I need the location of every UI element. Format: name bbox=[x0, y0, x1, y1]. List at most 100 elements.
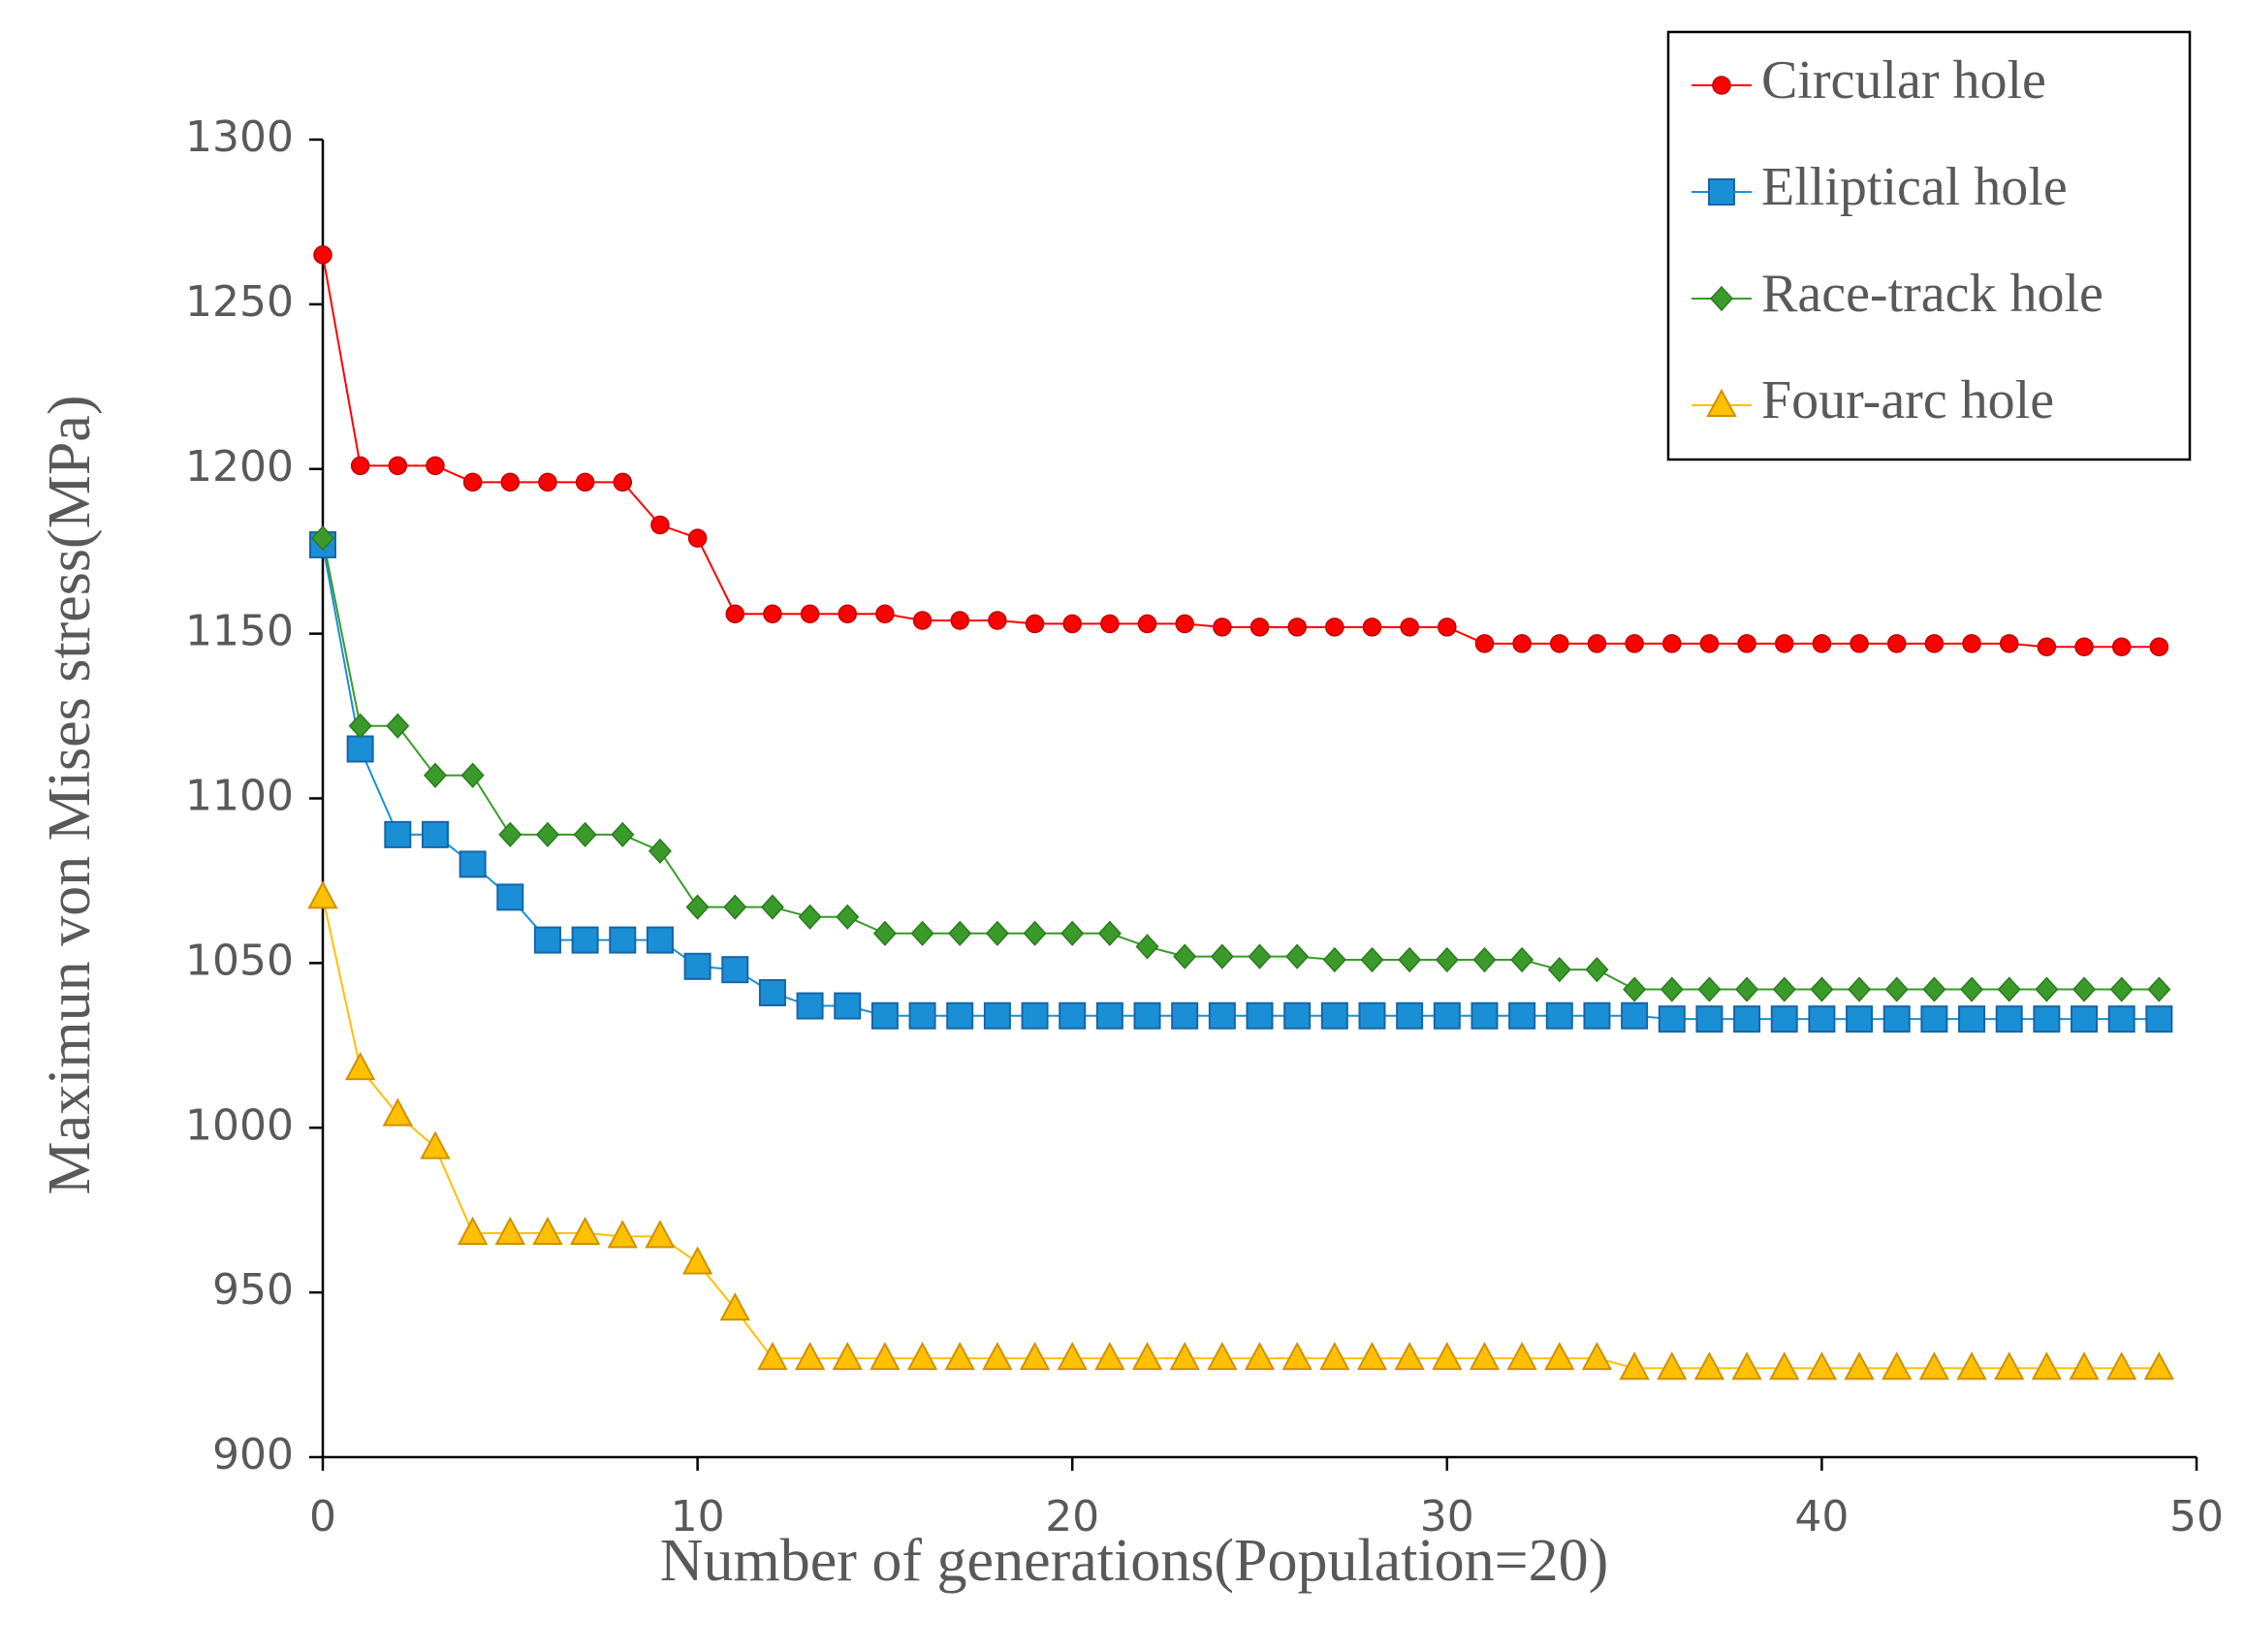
point bbox=[1772, 976, 1796, 1002]
x-tick-label: 50 bbox=[2169, 1492, 2224, 1541]
point bbox=[1358, 1001, 1386, 1030]
point bbox=[384, 820, 412, 848]
point bbox=[1962, 634, 1981, 653]
point bbox=[609, 926, 637, 954]
x-tick-label: 20 bbox=[1045, 1492, 1099, 1541]
point bbox=[1812, 634, 1832, 653]
point bbox=[1882, 1005, 1911, 1033]
point bbox=[310, 524, 335, 552]
point bbox=[1506, 1341, 1537, 1371]
point bbox=[2033, 1005, 2061, 1033]
y-tick-label: 1100 bbox=[185, 772, 294, 821]
y-tick-label: 1250 bbox=[185, 277, 294, 327]
point bbox=[985, 920, 1009, 946]
x-tick-label: 10 bbox=[671, 1492, 725, 1541]
y-tick-label: 950 bbox=[212, 1265, 294, 1315]
point bbox=[611, 821, 635, 847]
point bbox=[344, 1051, 376, 1081]
point bbox=[2035, 976, 2059, 1002]
point bbox=[1175, 614, 1194, 634]
point bbox=[1025, 614, 1045, 634]
point bbox=[1250, 618, 1270, 637]
point bbox=[1693, 1351, 1725, 1381]
point bbox=[906, 1341, 938, 1371]
point bbox=[1697, 976, 1722, 1002]
point bbox=[1995, 1005, 2023, 1033]
point bbox=[1097, 920, 1122, 946]
point bbox=[944, 1341, 975, 1371]
point bbox=[607, 1220, 638, 1249]
point bbox=[313, 245, 332, 265]
point bbox=[2069, 1351, 2100, 1381]
point bbox=[421, 820, 449, 848]
point bbox=[1095, 1001, 1123, 1030]
point bbox=[2149, 637, 2169, 656]
point bbox=[872, 920, 897, 946]
point bbox=[575, 472, 595, 492]
point bbox=[1438, 618, 1457, 637]
point bbox=[1769, 1351, 1800, 1381]
point bbox=[2071, 1005, 2099, 1033]
point bbox=[1094, 1341, 1125, 1371]
point bbox=[1810, 976, 1834, 1002]
point bbox=[1023, 920, 1047, 946]
point bbox=[1021, 1001, 1049, 1030]
point bbox=[1210, 943, 1234, 969]
point bbox=[1244, 1341, 1276, 1371]
point bbox=[1471, 1001, 1499, 1030]
point bbox=[569, 1216, 601, 1245]
point bbox=[1133, 1001, 1161, 1030]
point bbox=[1059, 1001, 1087, 1030]
point bbox=[1850, 634, 1869, 653]
point bbox=[1547, 957, 1571, 983]
point bbox=[1581, 1341, 1613, 1371]
legend-marker bbox=[1706, 388, 1737, 417]
point bbox=[348, 713, 372, 739]
point bbox=[1433, 1001, 1461, 1030]
point bbox=[1846, 1005, 1874, 1033]
point bbox=[1400, 618, 1419, 637]
point bbox=[719, 1292, 750, 1321]
point bbox=[1625, 634, 1644, 653]
point bbox=[1621, 1001, 1649, 1030]
point bbox=[423, 762, 447, 788]
y-tick-label: 1150 bbox=[185, 607, 294, 656]
point bbox=[908, 1001, 936, 1030]
point bbox=[1662, 634, 1682, 653]
point bbox=[687, 528, 708, 548]
point bbox=[2147, 976, 2171, 1002]
point bbox=[870, 1001, 899, 1030]
point bbox=[1398, 946, 1422, 973]
point bbox=[834, 992, 862, 1020]
point bbox=[1360, 946, 1384, 973]
point bbox=[532, 1216, 563, 1245]
legend-label: Four-arc hole bbox=[1761, 370, 2054, 430]
point bbox=[1356, 1341, 1388, 1371]
point bbox=[1060, 920, 1085, 946]
point bbox=[650, 515, 670, 535]
point bbox=[757, 1341, 788, 1371]
point bbox=[1508, 1001, 1536, 1030]
point bbox=[462, 472, 483, 492]
point bbox=[983, 1001, 1011, 1030]
point bbox=[1131, 1341, 1163, 1371]
point bbox=[721, 956, 749, 984]
point bbox=[946, 1001, 974, 1030]
point bbox=[832, 1341, 863, 1371]
point bbox=[1733, 1005, 1761, 1033]
point bbox=[1469, 1341, 1501, 1371]
point bbox=[1994, 1351, 2025, 1381]
point bbox=[1922, 976, 1946, 1002]
point bbox=[386, 713, 410, 739]
point bbox=[2143, 1351, 2175, 1381]
point bbox=[1544, 1341, 1575, 1371]
point bbox=[1660, 976, 1684, 1002]
point bbox=[1435, 946, 1459, 973]
y-tick-label: 900 bbox=[212, 1430, 294, 1479]
point bbox=[1884, 976, 1909, 1002]
point bbox=[1583, 1001, 1611, 1030]
y-tick-label: 1050 bbox=[185, 936, 294, 985]
point bbox=[1137, 614, 1157, 634]
legend-marker bbox=[1709, 285, 1734, 312]
